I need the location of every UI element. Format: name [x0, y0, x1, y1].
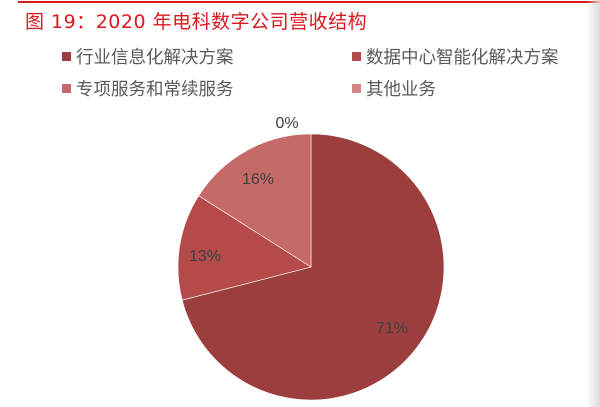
slice-services	[198, 133, 312, 268]
slice-label-industry-it: 71%	[376, 320, 408, 337]
figure-title: 图 19：2020 年电科数字公司营收结构	[25, 11, 368, 33]
legend-label: 其他业务	[366, 79, 436, 100]
legend-item-datacenter: 数据中心智能化解决方案	[352, 41, 559, 71]
legend-label: 行业信息化解决方案	[76, 47, 234, 68]
legend-swatch-icon	[62, 51, 71, 61]
legend-item-industry-it: 行业信息化解决方案	[62, 41, 234, 71]
slice-label-datacenter: 13%	[189, 248, 221, 265]
slice-industry-it	[181, 133, 445, 401]
page-edge-shadow	[586, 0, 600, 407]
legend-swatch-icon	[62, 83, 71, 93]
title-rule	[18, 1, 600, 3]
legend-label: 数据中心智能化解决方案	[366, 47, 559, 68]
slice-datacenter	[177, 195, 312, 301]
legend-swatch-icon	[352, 83, 361, 93]
pie-slices	[177, 133, 445, 401]
legend-item-other: 其他业务	[352, 73, 436, 103]
legend-swatch-icon	[352, 51, 361, 61]
chart-legend: 行业信息化解决方案 数据中心智能化解决方案 专项服务和常续服务 其他业务	[62, 40, 592, 104]
legend-item-services: 专项服务和常续服务	[62, 73, 234, 103]
legend-label: 专项服务和常续服务	[76, 79, 234, 100]
slice-label-other: 0%	[275, 115, 298, 132]
slice-label-services: 16%	[242, 171, 274, 188]
